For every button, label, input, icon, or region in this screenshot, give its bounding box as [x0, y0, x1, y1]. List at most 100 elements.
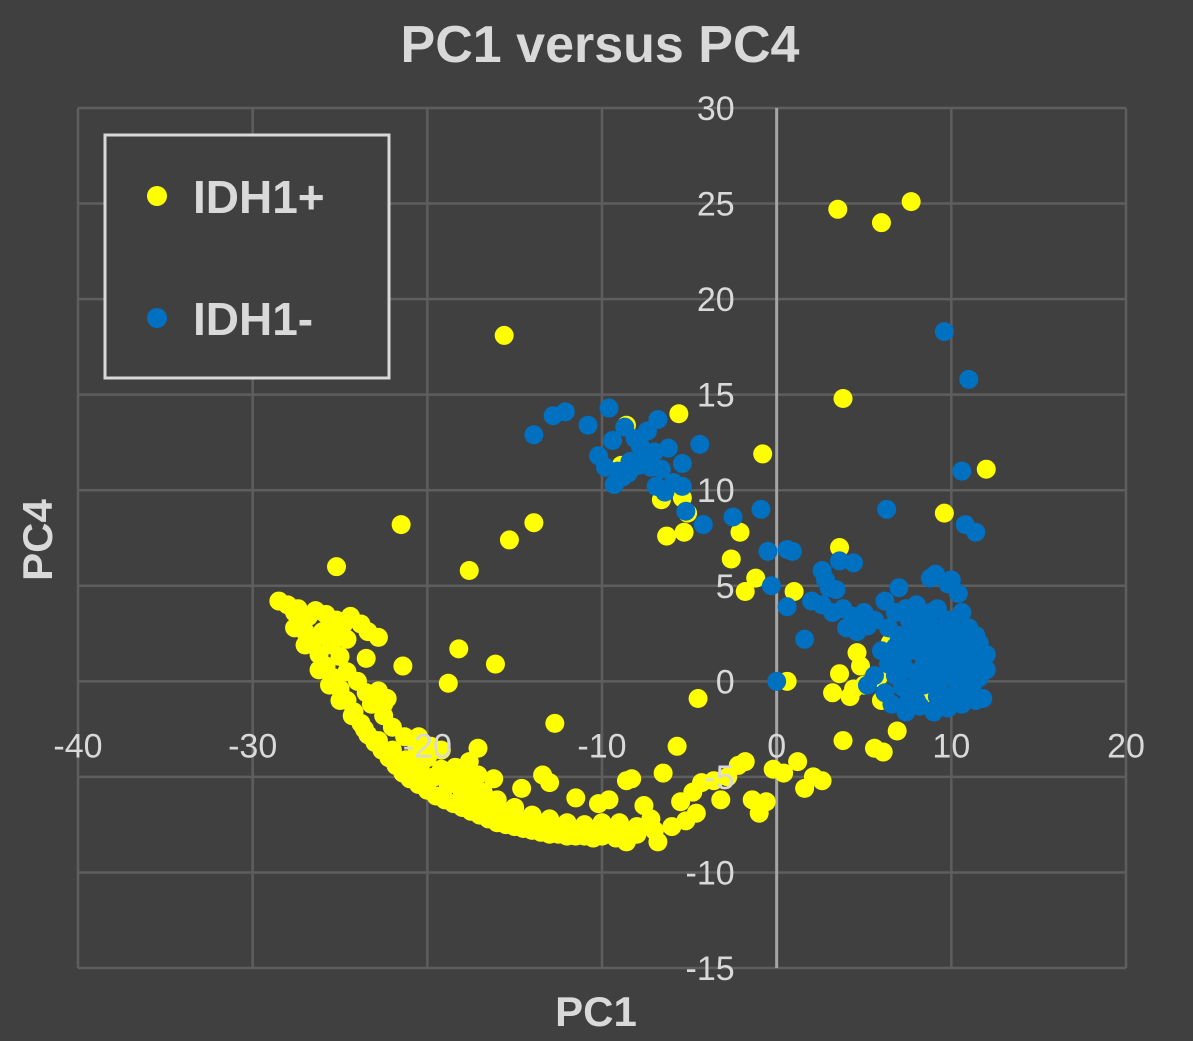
- point-idh1-neg: [676, 501, 696, 521]
- point-idh1-neg: [945, 625, 965, 645]
- point-idh1-neg: [782, 541, 802, 561]
- point-idh1-pos: [721, 549, 741, 569]
- point-idh1-pos: [873, 742, 893, 762]
- x-tick-label: -40: [53, 727, 102, 765]
- point-idh1-neg: [955, 645, 975, 665]
- point-idh1-pos: [669, 404, 689, 424]
- point-idh1-pos: [330, 646, 350, 666]
- point-idh1-neg: [830, 551, 850, 571]
- point-idh1-pos: [871, 213, 891, 233]
- point-idh1-neg: [924, 618, 944, 638]
- point-idh1-neg: [938, 641, 958, 661]
- point-idh1-neg: [959, 369, 979, 389]
- point-idh1-neg: [966, 522, 986, 542]
- y-tick-label: 5: [716, 568, 735, 606]
- point-idh1-pos: [368, 627, 388, 647]
- point-idh1-neg: [690, 434, 710, 454]
- tick-labels: -40 -30 -20 -10 0 10 20 -15 -10 -5 0 5 10 15 20 25 30: [53, 90, 1144, 988]
- point-idh1-pos: [485, 654, 505, 674]
- point-idh1-pos: [648, 832, 668, 852]
- y-tick-label: 25: [697, 186, 735, 224]
- point-idh1-pos: [438, 673, 458, 693]
- point-idh1-pos: [830, 538, 850, 558]
- point-idh1-neg: [934, 322, 954, 342]
- point-idh1-neg: [723, 507, 743, 527]
- point-idh1-pos: [812, 771, 832, 791]
- legend-marker-idh1-pos: [147, 186, 167, 206]
- point-idh1-neg: [899, 633, 919, 653]
- point-idh1-pos: [396, 750, 416, 770]
- x-tick-label: -10: [577, 727, 626, 765]
- point-idh1-pos: [887, 721, 907, 741]
- point-idh1-pos: [431, 740, 451, 760]
- point-idh1-pos: [327, 557, 347, 577]
- point-idh1-pos: [545, 713, 565, 733]
- point-idh1-pos: [564, 820, 584, 840]
- point-idh1-neg: [926, 564, 946, 584]
- point-idh1-neg: [948, 668, 968, 688]
- x-tick-label: 10: [932, 727, 970, 765]
- point-idh1-pos: [934, 503, 954, 523]
- point-idh1-neg: [906, 690, 926, 710]
- point-idh1-neg: [844, 553, 864, 573]
- point-idh1-neg: [877, 499, 897, 519]
- chart-title: PC1 versus PC4: [401, 16, 800, 74]
- point-idh1-neg: [941, 687, 961, 707]
- point-idh1-pos: [622, 769, 642, 789]
- y-tick-label: -15: [686, 950, 735, 988]
- legend-label-idh1-pos: IDH1+: [193, 171, 325, 223]
- point-idh1-pos: [468, 765, 488, 785]
- point-idh1-neg: [920, 603, 940, 623]
- point-idh1-pos: [823, 683, 843, 703]
- point-idh1-pos: [540, 773, 560, 793]
- point-idh1-neg: [524, 425, 544, 445]
- point-idh1-pos: [330, 690, 350, 710]
- point-idh1-pos: [295, 635, 315, 655]
- point-idh1-pos: [627, 824, 647, 844]
- point-idh1-neg: [555, 402, 575, 422]
- point-idh1-neg: [602, 431, 622, 451]
- point-idh1-pos: [524, 513, 544, 533]
- point-idh1-pos: [641, 809, 661, 829]
- point-idh1-neg: [941, 570, 961, 590]
- point-idh1-pos: [609, 813, 629, 833]
- point-idh1-neg: [952, 603, 972, 623]
- point-idh1-pos: [746, 568, 766, 588]
- point-idh1-pos: [828, 199, 848, 219]
- point-idh1-neg: [578, 415, 598, 435]
- point-idh1-pos: [459, 560, 479, 580]
- point-idh1-pos: [480, 794, 500, 814]
- point-idh1-pos: [309, 660, 329, 680]
- x-axis-title: PC1: [555, 988, 637, 1035]
- point-idh1-pos: [784, 582, 804, 602]
- point-idh1-pos: [753, 444, 773, 464]
- point-idh1-pos: [342, 706, 362, 726]
- point-idh1-neg: [761, 576, 781, 596]
- data-points: [269, 192, 996, 852]
- point-idh1-neg: [889, 578, 909, 598]
- point-idh1-pos: [337, 629, 357, 649]
- point-idh1-pos: [391, 515, 411, 535]
- point-idh1-pos: [354, 719, 374, 739]
- point-idh1-neg: [896, 660, 916, 680]
- point-idh1-pos: [459, 752, 479, 772]
- y-tick-label: 15: [697, 377, 735, 415]
- y-axis-title: PC4: [14, 499, 61, 581]
- legend: IDH1+ IDH1-: [103, 133, 391, 380]
- y-tick-label: 20: [697, 281, 735, 319]
- x-tick-label: 0: [767, 727, 786, 765]
- point-idh1-pos: [653, 763, 673, 783]
- point-idh1-pos: [320, 675, 340, 695]
- point-idh1-neg: [878, 618, 898, 638]
- x-tick-label: 20: [1107, 727, 1145, 765]
- point-idh1-pos: [484, 769, 504, 789]
- point-idh1-neg: [966, 625, 986, 645]
- point-idh1-neg: [777, 597, 797, 617]
- legend-label-idh1-neg: IDH1-: [193, 293, 313, 345]
- point-idh1-neg: [962, 675, 982, 695]
- point-idh1-pos: [833, 388, 853, 408]
- point-idh1-pos: [512, 778, 532, 798]
- point-idh1-neg: [952, 461, 972, 481]
- point-idh1-pos: [901, 192, 921, 212]
